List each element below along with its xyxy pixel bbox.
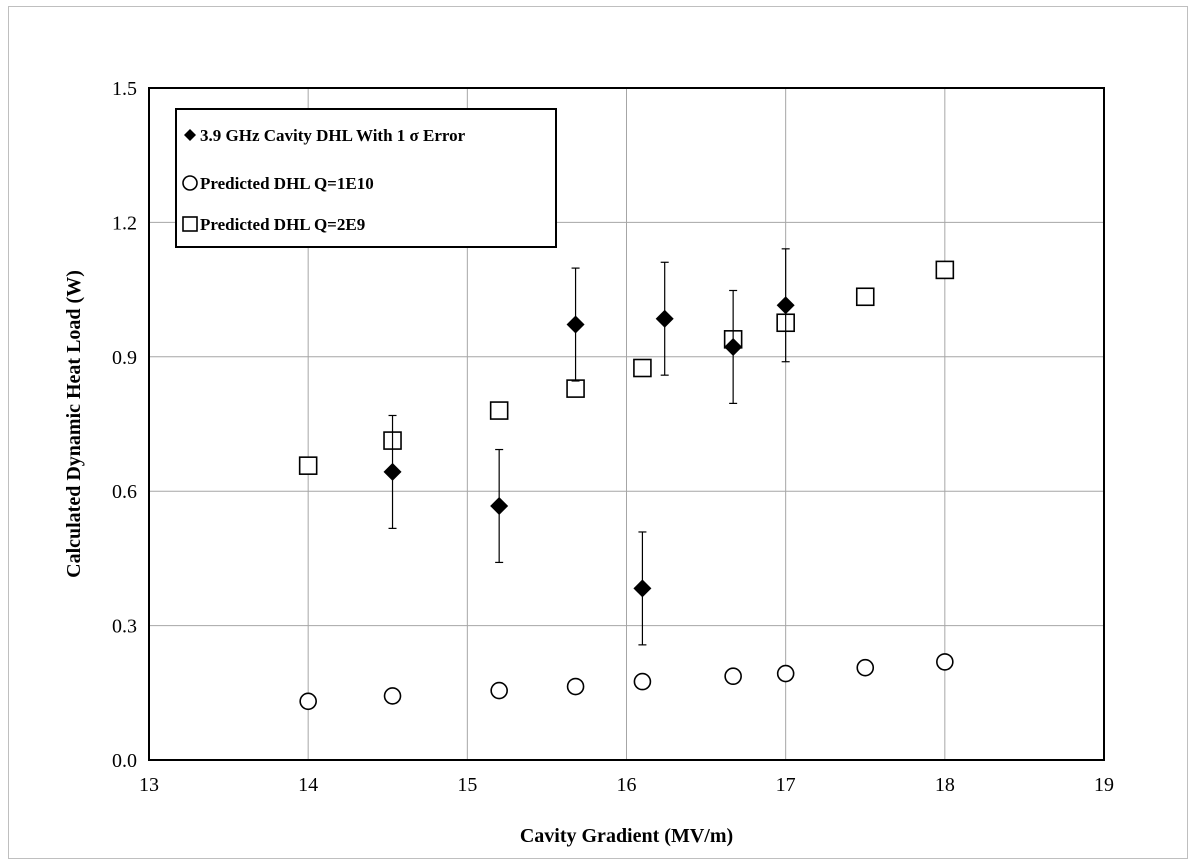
x-tick-label: 15 xyxy=(457,774,477,796)
square-point xyxy=(633,358,652,378)
x-tick-label: 16 xyxy=(617,774,637,796)
x-tick-label: 19 xyxy=(1094,774,1114,796)
circle-point xyxy=(490,681,508,700)
y-tick-label: 0.6 xyxy=(112,481,137,503)
diamond-point xyxy=(633,579,652,598)
x-tick-label: 17 xyxy=(776,774,796,796)
circle-point xyxy=(724,667,742,686)
x-tick-label: 13 xyxy=(139,774,159,796)
circle-point xyxy=(383,687,402,705)
square-point xyxy=(855,287,875,307)
circle-point xyxy=(299,692,317,711)
tick-labels: 13 14 15 16 17 18 19 0.0 0.3 0.6 0.9 1.2 1.5 xyxy=(112,78,1114,796)
diamond-point xyxy=(724,337,743,356)
data-marks xyxy=(298,248,955,711)
legend-square-marker xyxy=(182,216,198,232)
legend: 3.9 GHz Cavity DHL With 1 σ Error Predict… xyxy=(175,108,557,248)
diamond-point xyxy=(566,315,585,334)
circle-point xyxy=(566,677,585,696)
square-point xyxy=(298,456,318,475)
circle-point xyxy=(936,653,954,671)
diamond-point xyxy=(776,296,795,315)
diamond-point xyxy=(655,309,674,328)
y-tick-label: 0.0 xyxy=(112,750,137,772)
legend-label: 3.9 GHz Cavity DHL With 1 σ Error xyxy=(200,126,466,145)
y-axis-title: Calculated Dynamic Heat Load (W) xyxy=(63,270,85,578)
y-tick-label: 1.2 xyxy=(112,212,137,234)
x-tick-label: 18 xyxy=(935,774,955,796)
plot-area xyxy=(148,87,1105,761)
y-tick-label: 0.9 xyxy=(112,347,137,369)
circle-point xyxy=(633,672,652,691)
circle-point xyxy=(776,664,795,683)
y-tick-label: 1.5 xyxy=(112,78,137,100)
diamond-point xyxy=(490,496,509,515)
legend-label: Predicted DHL Q=1E10 xyxy=(200,174,374,193)
legend-label: Predicted DHL Q=2E9 xyxy=(200,215,365,234)
square-point xyxy=(935,260,955,280)
legend-circle-marker xyxy=(182,175,198,191)
y-tick-label: 0.3 xyxy=(112,616,137,638)
diamond-point xyxy=(383,462,402,481)
series-circle xyxy=(299,653,954,711)
circle-point xyxy=(856,658,875,677)
x-axis-title: Cavity Gradient (MV/m) xyxy=(520,825,733,847)
x-tick-label: 14 xyxy=(298,774,318,796)
legend-box xyxy=(175,108,557,248)
legend-diamond-marker xyxy=(184,129,196,141)
square-point xyxy=(566,379,585,398)
series-diamond xyxy=(383,248,795,646)
square-point xyxy=(489,401,509,420)
